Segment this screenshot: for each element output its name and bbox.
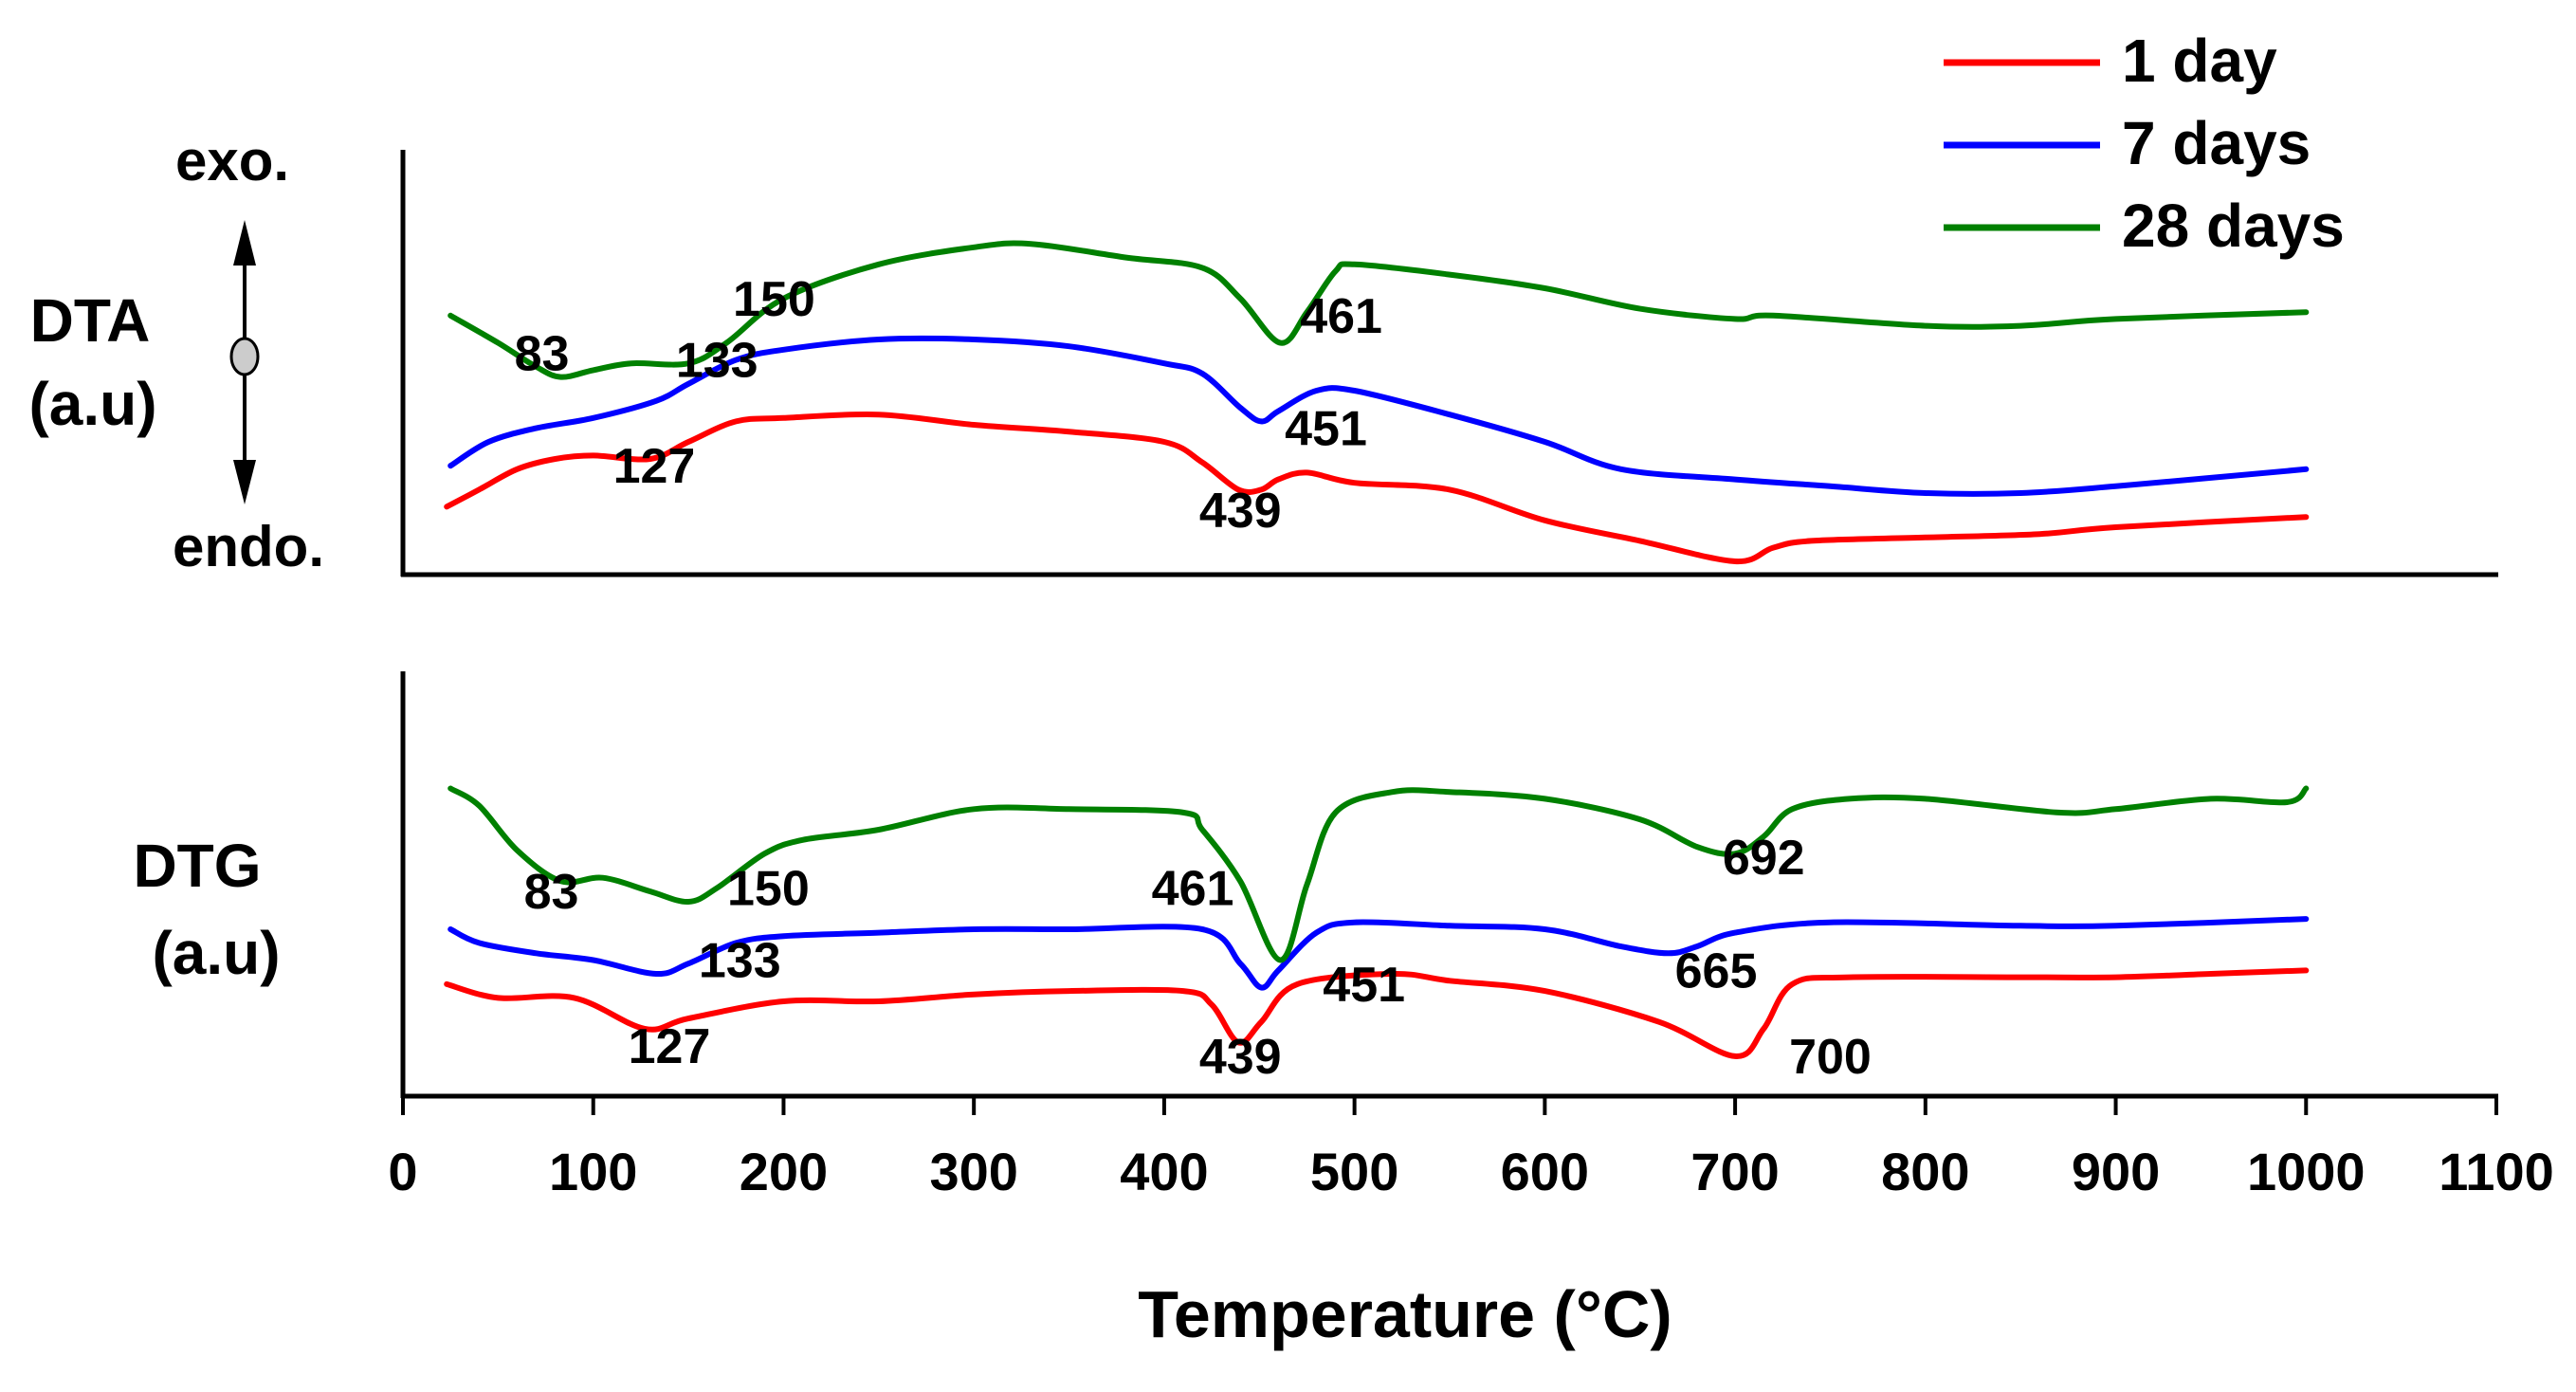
x-tick-label-600: 600	[1501, 1142, 1589, 1201]
dtg-peak-label-700: 700	[1789, 1030, 1872, 1085]
x-axis-title: Temperature (°C)	[1138, 1277, 1672, 1351]
legend-label-1-day: 1 day	[2122, 27, 2277, 95]
dtg-peak-label-461: 461	[1152, 862, 1234, 917]
dtg-curve-7-days	[448, 916, 2310, 991]
dta-peak-label-439: 439	[1199, 484, 1282, 539]
dtg-peak-label-451: 451	[1323, 958, 1405, 1013]
x-axis-ticks	[401, 1096, 2498, 1115]
dta-unit-label: (a.u)	[28, 370, 156, 438]
x-tick-label-1100: 1100	[2439, 1142, 2554, 1201]
dta-peak-label-451: 451	[1285, 402, 1367, 457]
x-tick-label-700: 700	[1690, 1142, 1779, 1201]
dtg-label: DTG	[133, 832, 261, 900]
legend-label-28-days: 28 days	[2122, 192, 2345, 260]
exo-label: exo.	[175, 129, 289, 192]
dta-peak-label-127: 127	[613, 439, 696, 494]
dta-peak-label-133: 133	[676, 334, 758, 389]
x-tick-label-1000: 1000	[2247, 1142, 2366, 1201]
x-tick-label-0: 0	[388, 1142, 417, 1201]
x-tick-label-300: 300	[929, 1142, 1017, 1201]
dtg-curve-28-days	[448, 785, 2310, 963]
dta-peak-label-461: 461	[1300, 289, 1382, 344]
dtg-peak-label-665: 665	[1675, 944, 1758, 999]
dtg-peak-label-133: 133	[699, 934, 781, 989]
dta-curve-28-days	[448, 240, 2310, 380]
dtg-curve-1-day	[444, 967, 2310, 1059]
endo-label: endo.	[173, 515, 324, 578]
exo-endo-arrow-icon	[229, 220, 260, 504]
legend: 1 day 7 days 28 days	[1944, 27, 2345, 260]
x-tick-label-800: 800	[1881, 1142, 1969, 1201]
x-axis-tick-labels: 0 100 200 300 400 500 600 700 800 900 1000 1100	[388, 1142, 2553, 1201]
dta-label: DTA	[30, 286, 151, 355]
x-tick-label-100: 100	[549, 1142, 637, 1201]
dtg-series	[444, 785, 2310, 1059]
dta-peak-label-150: 150	[733, 272, 815, 327]
dta-axes	[400, 150, 2498, 577]
x-tick-label-400: 400	[1120, 1142, 1208, 1201]
dtg-peak-label-150: 150	[727, 862, 810, 917]
dtg-peak-label-692: 692	[1723, 831, 1805, 886]
dtg-peak-label-127: 127	[629, 1019, 711, 1074]
dtg-unit-label: (a.u)	[152, 919, 280, 987]
dtg-annotations: 127 133 439 451 83 150 461 665 692 700	[524, 831, 1872, 1085]
dtg-peak-label-439: 439	[1199, 1030, 1282, 1085]
dta-curve-1-day	[444, 411, 2310, 565]
x-tick-label-200: 200	[740, 1142, 828, 1201]
dta-peak-label-83: 83	[515, 326, 570, 381]
x-tick-label-900: 900	[2072, 1142, 2160, 1201]
dta-series	[444, 240, 2310, 565]
legend-label-7-days: 7 days	[2122, 109, 2311, 177]
dtg-peak-label-83: 83	[524, 865, 579, 920]
dtg-axes	[400, 671, 2498, 1099]
dta-curve-7-days	[448, 335, 2310, 497]
x-tick-label-500: 500	[1310, 1142, 1398, 1201]
